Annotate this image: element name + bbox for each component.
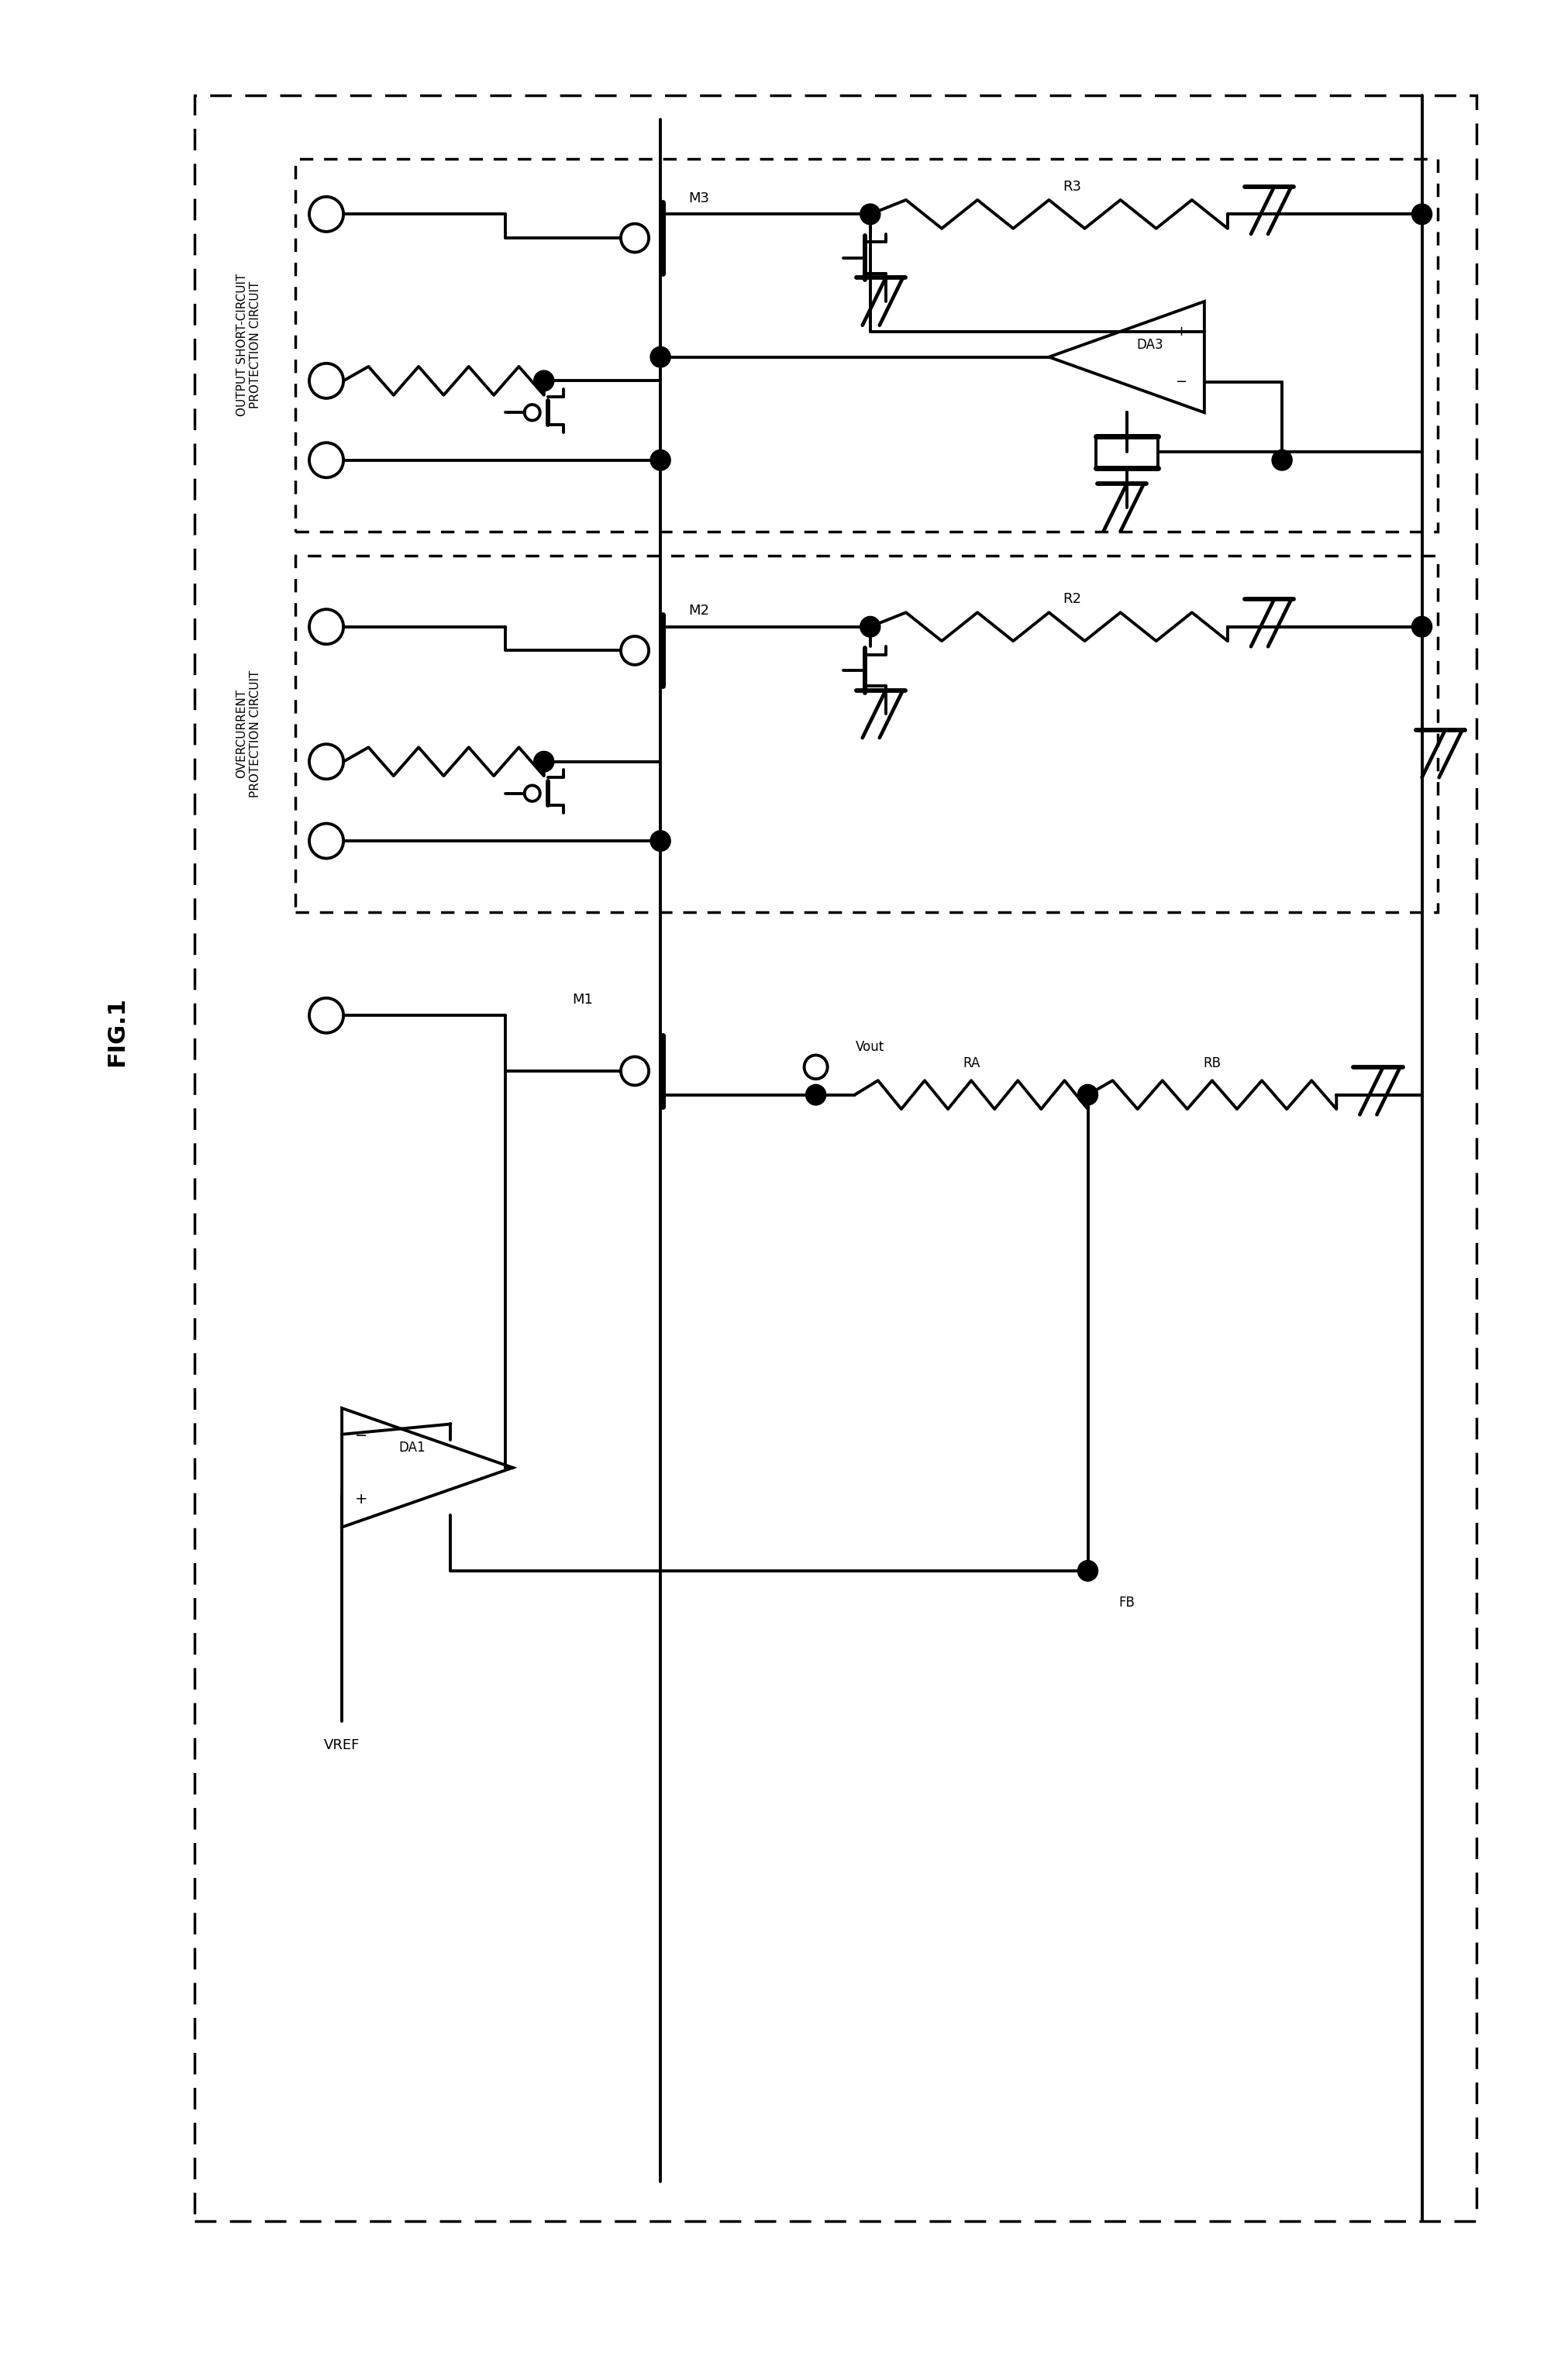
Text: Vout: Vout (856, 1040, 884, 1054)
Circle shape (859, 205, 880, 224)
Circle shape (1411, 205, 1433, 224)
Circle shape (650, 831, 671, 852)
Text: DA1: DA1 (398, 1440, 426, 1454)
Circle shape (859, 616, 880, 638)
Text: R2: R2 (1063, 593, 1082, 607)
Circle shape (1271, 450, 1291, 471)
Bar (194, 95, 1476, 2221)
Text: +: + (1175, 324, 1187, 338)
Text: FB: FB (1119, 1595, 1134, 1609)
Circle shape (1411, 616, 1433, 638)
Text: M2: M2 (688, 605, 710, 619)
Text: VREF: VREF (323, 1737, 361, 1752)
Text: FIG.1: FIG.1 (106, 997, 127, 1066)
Circle shape (535, 371, 553, 390)
Circle shape (650, 450, 671, 471)
Text: DA3: DA3 (1136, 338, 1164, 352)
Circle shape (1077, 1085, 1097, 1104)
Text: OVERCURRENT
PROTECTION CIRCUIT: OVERCURRENT PROTECTION CIRCUIT (236, 671, 261, 797)
Text: RA: RA (962, 1057, 981, 1071)
Circle shape (1077, 1561, 1097, 1580)
Circle shape (650, 347, 671, 367)
Text: M3: M3 (688, 190, 710, 205)
Text: R3: R3 (1063, 178, 1082, 193)
Text: +: + (354, 1492, 368, 1507)
Text: OUTPUT SHORT-CIRCUIT
PROTECTION CIRCUIT: OUTPUT SHORT-CIRCUIT PROTECTION CIRCUIT (236, 274, 261, 416)
Circle shape (805, 1085, 827, 1104)
Circle shape (535, 752, 553, 771)
Text: M1: M1 (572, 992, 594, 1007)
Bar (295, 555, 1437, 912)
Text: RB: RB (1203, 1057, 1221, 1071)
Bar (295, 159, 1437, 531)
Text: −: − (354, 1428, 368, 1442)
Text: −: − (1175, 376, 1187, 390)
